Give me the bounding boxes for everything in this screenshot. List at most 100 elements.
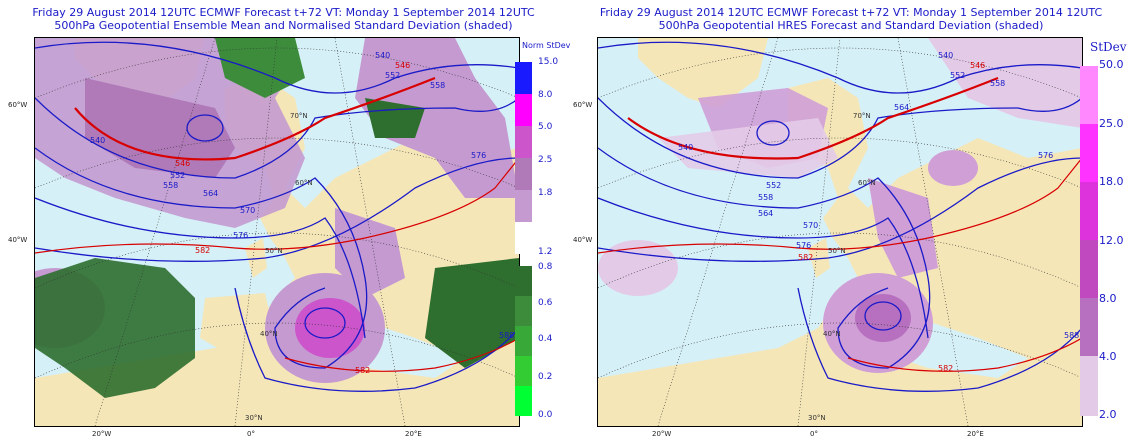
rcb-seg-2	[1080, 124, 1098, 182]
r-label-558-ne: 558	[990, 79, 1005, 88]
cb-green-1	[515, 266, 532, 296]
contour-labels: 540 546 552 558 564 570 576 582 540 546 …	[90, 51, 514, 375]
r-label-552: 552	[766, 181, 781, 190]
left-colorbar-lower	[515, 266, 532, 416]
r-britain-land	[808, 238, 830, 278]
r-label-540: 540	[678, 143, 693, 152]
r-shade-med-core	[855, 294, 911, 342]
r-lat-label-40w: 40°W	[573, 236, 593, 244]
left-tick-1: 8.0	[538, 90, 553, 100]
lon-label-20w: 20°W	[92, 430, 112, 438]
left-tick-l0: 0.8	[538, 262, 553, 272]
r-grid-labels: 70°N 60°N 50°N 40°N 30°N	[808, 112, 876, 422]
cb-green-5	[515, 386, 532, 416]
label-540: 540	[90, 136, 105, 145]
r-label-570: 570	[803, 221, 818, 230]
cb-seg-1	[515, 62, 532, 94]
r-shade-scand	[868, 178, 938, 278]
shade-mid-high	[85, 78, 235, 178]
left-tick-l1: 0.6	[538, 298, 553, 308]
contours-red	[35, 76, 519, 372]
rcb-seg-4	[1080, 240, 1098, 298]
label-546-ne: 546	[395, 61, 410, 70]
r-shade-ne	[928, 38, 1082, 128]
left-tick-3: 2.5	[538, 155, 553, 165]
cb-seg-2	[515, 94, 532, 126]
label-564: 564	[203, 189, 218, 198]
lon-label-0: 0°	[247, 430, 255, 438]
right-tick-3: 12.0	[1099, 234, 1124, 247]
r-shade-sweden	[928, 150, 978, 186]
r-contours-red	[598, 76, 1082, 372]
rcb-seg-3	[1080, 182, 1098, 240]
right-tick-5: 4.0	[1099, 350, 1117, 363]
label-558: 558	[163, 181, 178, 190]
label-582-red: 582	[195, 246, 210, 255]
left-title-line2: 500hPa Geopotential Ensemble Mean and No…	[54, 19, 513, 32]
left-tick-0: 15.0	[538, 57, 559, 67]
r-label-564-n: 564	[894, 103, 909, 112]
iberia-land	[200, 293, 275, 358]
left-map-svg: 540 546 552 558 564 570 576 582 540 546 …	[35, 38, 519, 426]
rcb-seg-5	[1080, 298, 1098, 356]
r-grid-50n: 50°N	[828, 247, 846, 255]
r-contour-labels: 540 552 558 564 570 576 582 540 546 552 …	[678, 51, 1079, 373]
cb-green-3	[515, 326, 532, 356]
right-map-svg: 540 552 558 564 570 576 582 540 546 552 …	[598, 38, 1082, 426]
britain-land	[245, 238, 267, 278]
r-label-540-ne: 540	[938, 51, 953, 60]
r-graticule	[598, 38, 1082, 426]
r-contours-blue	[598, 41, 1082, 392]
right-tick-4: 8.0	[1099, 292, 1117, 305]
r-grid-60n: 60°N	[858, 179, 876, 187]
left-map: 540 546 552 558 564 570 576 582 540 546 …	[34, 37, 520, 427]
lat-label-40w: 40°W	[8, 236, 28, 244]
left-tick-2: 5.0	[538, 122, 553, 132]
right-panel: Friday 29 August 2014 12UTC ECMWF Foreca…	[567, 0, 1135, 445]
label-576: 576	[233, 231, 248, 240]
grid-70n: 70°N	[290, 112, 308, 120]
r-label-576: 576	[796, 241, 811, 250]
label-540-ne: 540	[375, 51, 390, 60]
rcb-seg-6	[1080, 356, 1098, 416]
shade-green-north	[215, 38, 305, 98]
shade-green-norway	[365, 98, 425, 138]
lon-label-20e: 20°E	[405, 430, 422, 438]
right-colorbar-title: StDev	[1090, 40, 1127, 54]
left-tick-5: 1.2	[538, 247, 553, 257]
r-label-582-s: 582	[938, 364, 953, 373]
right-tick-6: 2.0	[1099, 408, 1117, 421]
grid-labels: 70°N 60°N 50°N 40°N 30°N	[245, 112, 313, 422]
shade-green-east	[425, 258, 519, 368]
label-576-e: 576	[471, 151, 486, 160]
left-tick-4: 1.8	[538, 188, 553, 198]
shade-green-atlantic	[35, 258, 195, 398]
left-colorbar-title: Norm StDev	[522, 41, 571, 50]
r-grid-70n: 70°N	[853, 112, 871, 120]
left-panel: Friday 29 August 2014 12UTC ECMWF Foreca…	[0, 0, 571, 445]
rcb-seg-1	[1080, 66, 1098, 124]
r-label-564: 564	[758, 209, 773, 218]
left-title-line1: Friday 29 August 2014 12UTC ECMWF Foreca…	[32, 6, 535, 19]
r-label-576-e: 576	[1038, 151, 1053, 160]
r-label-558: 558	[758, 193, 773, 202]
label-552-ne: 552	[385, 71, 400, 80]
right-colorbar	[1080, 66, 1098, 416]
label-582-s: 582	[355, 366, 370, 375]
r-label-546-ne: 546	[970, 61, 985, 70]
right-tick-0: 50.0	[1099, 58, 1124, 71]
cb-seg-6	[515, 222, 532, 254]
label-546-red: 546	[175, 159, 190, 168]
right-tick-1: 25.0	[1099, 117, 1124, 130]
right-title-line2: 500hPa Geopotential HRES Forecast and St…	[658, 19, 1044, 32]
r-lat-label-60w: 60°W	[573, 101, 593, 109]
r-label-588-e: 588	[1064, 331, 1079, 340]
left-colorbar-upper	[515, 62, 532, 254]
r-lon-label-0: 0°	[810, 430, 818, 438]
r-lon-label-20e: 20°E	[967, 430, 984, 438]
cb-green-2	[515, 296, 532, 326]
cb-seg-4	[515, 158, 532, 190]
shade-med-core	[295, 298, 365, 358]
cb-seg-5	[515, 190, 532, 222]
right-map: 540 552 558 564 570 576 582 540 546 552 …	[597, 37, 1083, 427]
